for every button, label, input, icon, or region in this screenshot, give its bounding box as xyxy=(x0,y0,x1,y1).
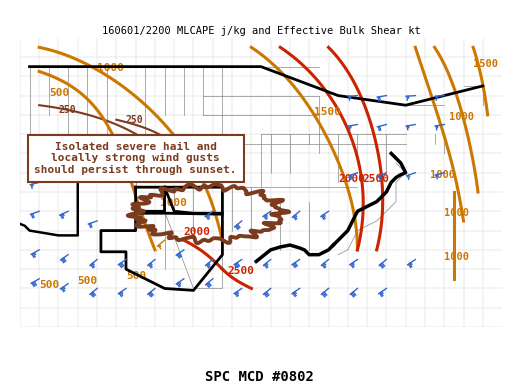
Text: 1500: 1500 xyxy=(473,59,498,69)
Text: 2000: 2000 xyxy=(184,227,211,237)
Text: 1000: 1000 xyxy=(97,64,124,73)
Text: 1000: 1000 xyxy=(449,112,474,122)
Text: 500: 500 xyxy=(78,275,98,286)
Text: SPC MCD #0802: SPC MCD #0802 xyxy=(205,370,313,384)
Text: 2000: 2000 xyxy=(338,174,365,184)
Text: 500: 500 xyxy=(39,281,60,291)
Text: 1000: 1000 xyxy=(444,208,469,218)
Text: 250: 250 xyxy=(59,105,76,115)
Text: 250: 250 xyxy=(126,114,143,125)
Text: 1500: 1500 xyxy=(314,107,341,117)
Text: Isolated severe hail and
locally strong wind gusts
should persist through sunset: Isolated severe hail and locally strong … xyxy=(34,142,237,175)
Title: 160601/2200 MLCAPE j/kg and Effective Bulk Shear kt: 160601/2200 MLCAPE j/kg and Effective Bu… xyxy=(102,26,421,36)
Text: 2500: 2500 xyxy=(362,174,389,184)
Text: 1000: 1000 xyxy=(160,199,186,208)
Text: 1000: 1000 xyxy=(444,251,469,262)
Text: 1000: 1000 xyxy=(430,170,455,180)
Text: 500: 500 xyxy=(126,271,146,281)
Text: 2500: 2500 xyxy=(227,266,254,276)
Text: 500: 500 xyxy=(49,88,69,97)
